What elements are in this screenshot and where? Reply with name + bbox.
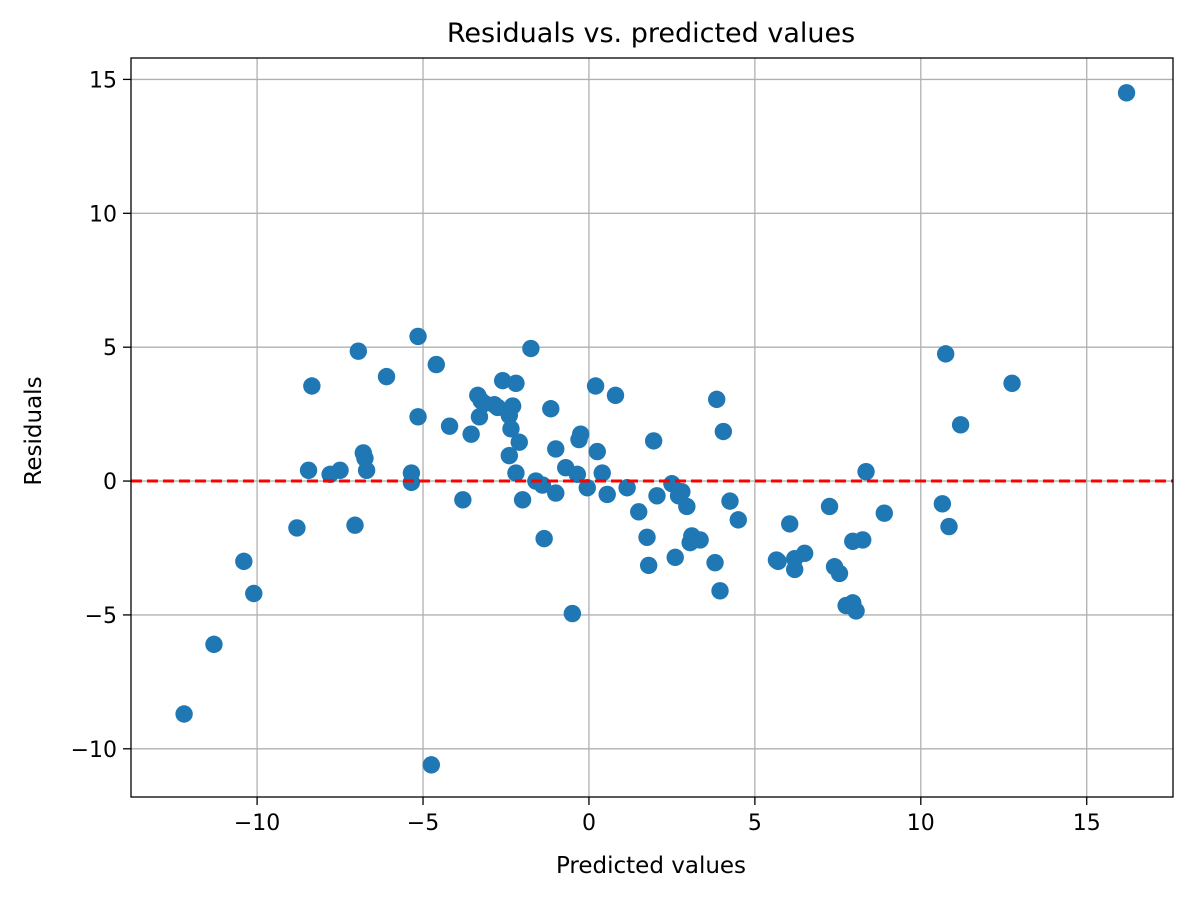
x-tick-label: 5 xyxy=(748,811,762,836)
data-point xyxy=(303,377,321,395)
data-point xyxy=(593,464,611,482)
data-point xyxy=(563,604,582,623)
data-point xyxy=(409,327,427,346)
data-point xyxy=(245,584,263,603)
data-point xyxy=(588,442,606,461)
data-point xyxy=(175,705,193,723)
data-point xyxy=(346,516,364,534)
data-point xyxy=(830,564,849,583)
data-point xyxy=(714,422,733,441)
data-point xyxy=(598,485,616,504)
data-point xyxy=(847,602,865,620)
data-point xyxy=(951,416,970,434)
data-point xyxy=(936,345,955,363)
data-point xyxy=(933,495,952,513)
data-point xyxy=(639,556,658,575)
data-point xyxy=(711,582,729,600)
y-tick-label: −10 xyxy=(71,738,117,763)
data-point xyxy=(493,371,512,390)
data-point xyxy=(729,511,747,529)
data-point xyxy=(462,425,480,443)
data-point xyxy=(500,446,519,465)
y-axis-label: Residuals xyxy=(21,376,47,485)
y-axis-ticks: −10 −5 0 5 10 15 xyxy=(71,68,131,763)
data-point xyxy=(535,529,553,548)
data-point xyxy=(691,531,709,549)
data-point xyxy=(507,374,525,393)
x-tick-label: 10 xyxy=(907,811,935,836)
data-point xyxy=(678,497,696,516)
data-point xyxy=(503,397,522,415)
data-point xyxy=(454,491,472,509)
data-point xyxy=(769,552,787,571)
data-point xyxy=(781,515,799,533)
y-tick-label: 10 xyxy=(89,202,117,227)
data-point xyxy=(875,504,893,522)
data-point xyxy=(427,355,445,374)
data-point xyxy=(648,487,666,505)
data-point xyxy=(940,517,958,536)
data-point xyxy=(666,548,684,567)
data-point xyxy=(820,497,839,516)
data-point xyxy=(440,417,459,435)
x-tick-label: −5 xyxy=(407,811,439,836)
x-axis-ticks: −10 −5 0 5 10 15 xyxy=(234,797,1101,836)
data-point xyxy=(644,432,663,450)
data-point xyxy=(510,433,528,451)
data-point xyxy=(357,461,376,480)
data-point xyxy=(299,461,318,480)
data-point xyxy=(1117,84,1136,102)
data-point xyxy=(502,420,520,438)
data-point xyxy=(205,635,223,654)
data-point xyxy=(638,528,656,546)
data-point xyxy=(578,479,596,497)
data-point xyxy=(630,503,648,521)
data-point xyxy=(470,408,489,426)
chart-title: Residuals vs. predicted values xyxy=(447,18,855,49)
data-point xyxy=(409,408,427,426)
data-point xyxy=(857,462,875,481)
data-point xyxy=(795,544,814,563)
data-point xyxy=(377,367,396,386)
data-point xyxy=(542,400,560,418)
x-tick-label: 15 xyxy=(1073,811,1101,836)
x-tick-label: −10 xyxy=(234,811,280,836)
data-point xyxy=(522,339,540,358)
y-tick-label: 5 xyxy=(103,336,117,361)
data-points xyxy=(175,84,1136,774)
data-point xyxy=(571,425,590,443)
data-point xyxy=(235,552,253,571)
axes-frame xyxy=(130,57,1174,798)
data-point xyxy=(331,461,349,480)
data-point xyxy=(288,519,306,537)
data-point xyxy=(785,560,804,579)
y-tick-label: 0 xyxy=(103,470,117,495)
data-point xyxy=(721,492,739,510)
data-point xyxy=(547,440,565,458)
data-point xyxy=(568,465,587,484)
grid xyxy=(131,58,1173,797)
data-point xyxy=(422,756,441,774)
data-point xyxy=(618,479,636,497)
data-point xyxy=(1003,374,1021,393)
data-point xyxy=(586,377,605,395)
data-point xyxy=(349,342,368,360)
x-tick-label: 0 xyxy=(582,811,596,836)
data-point xyxy=(472,392,490,410)
data-point xyxy=(706,554,724,572)
data-point xyxy=(547,484,565,502)
data-point xyxy=(513,491,532,509)
data-point xyxy=(854,531,872,549)
data-point xyxy=(507,464,525,482)
y-tick-label: 15 xyxy=(89,68,117,93)
data-point xyxy=(606,386,625,405)
data-point xyxy=(708,390,726,409)
data-point xyxy=(673,483,691,501)
y-tick-label: −5 xyxy=(85,604,117,629)
x-axis-label: Predicted values xyxy=(556,853,746,879)
